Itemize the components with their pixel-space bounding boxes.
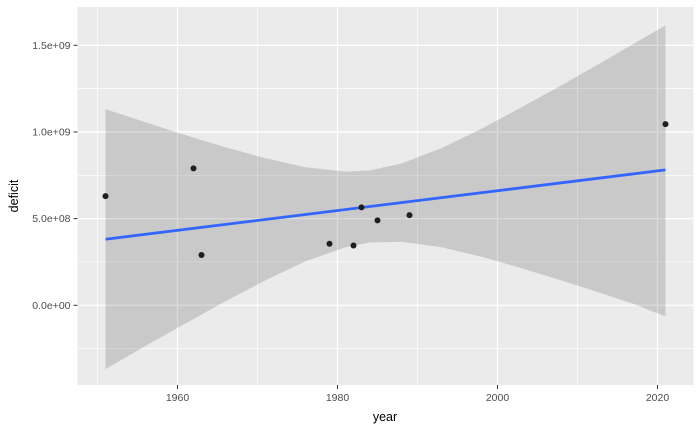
x-tick-label: 1960 (166, 392, 190, 404)
y-axis-title: deficit (6, 179, 21, 213)
data-point (358, 204, 365, 211)
data-point (374, 217, 381, 224)
y-tick-label: 5.0e+08 (32, 213, 70, 225)
data-point (190, 165, 197, 172)
y-tick-label: 1.0e+09 (32, 126, 70, 138)
y-tick-label: 0.0e+00 (32, 300, 70, 312)
data-point (326, 240, 333, 247)
x-tick-label: 2000 (486, 392, 510, 404)
data-point (102, 193, 109, 200)
y-tick-label: 1.5e+09 (32, 40, 70, 52)
x-tick-label: 1980 (326, 392, 350, 404)
regression-line (105, 168, 666, 241)
panel-background (77, 7, 694, 385)
confidence-band (105, 25, 666, 370)
x-tick-label: 2020 (646, 392, 670, 404)
data-point (406, 212, 413, 219)
data-point (662, 121, 669, 128)
data-point (198, 252, 205, 259)
x-axis-title: year (372, 410, 398, 424)
data-point (350, 242, 357, 249)
